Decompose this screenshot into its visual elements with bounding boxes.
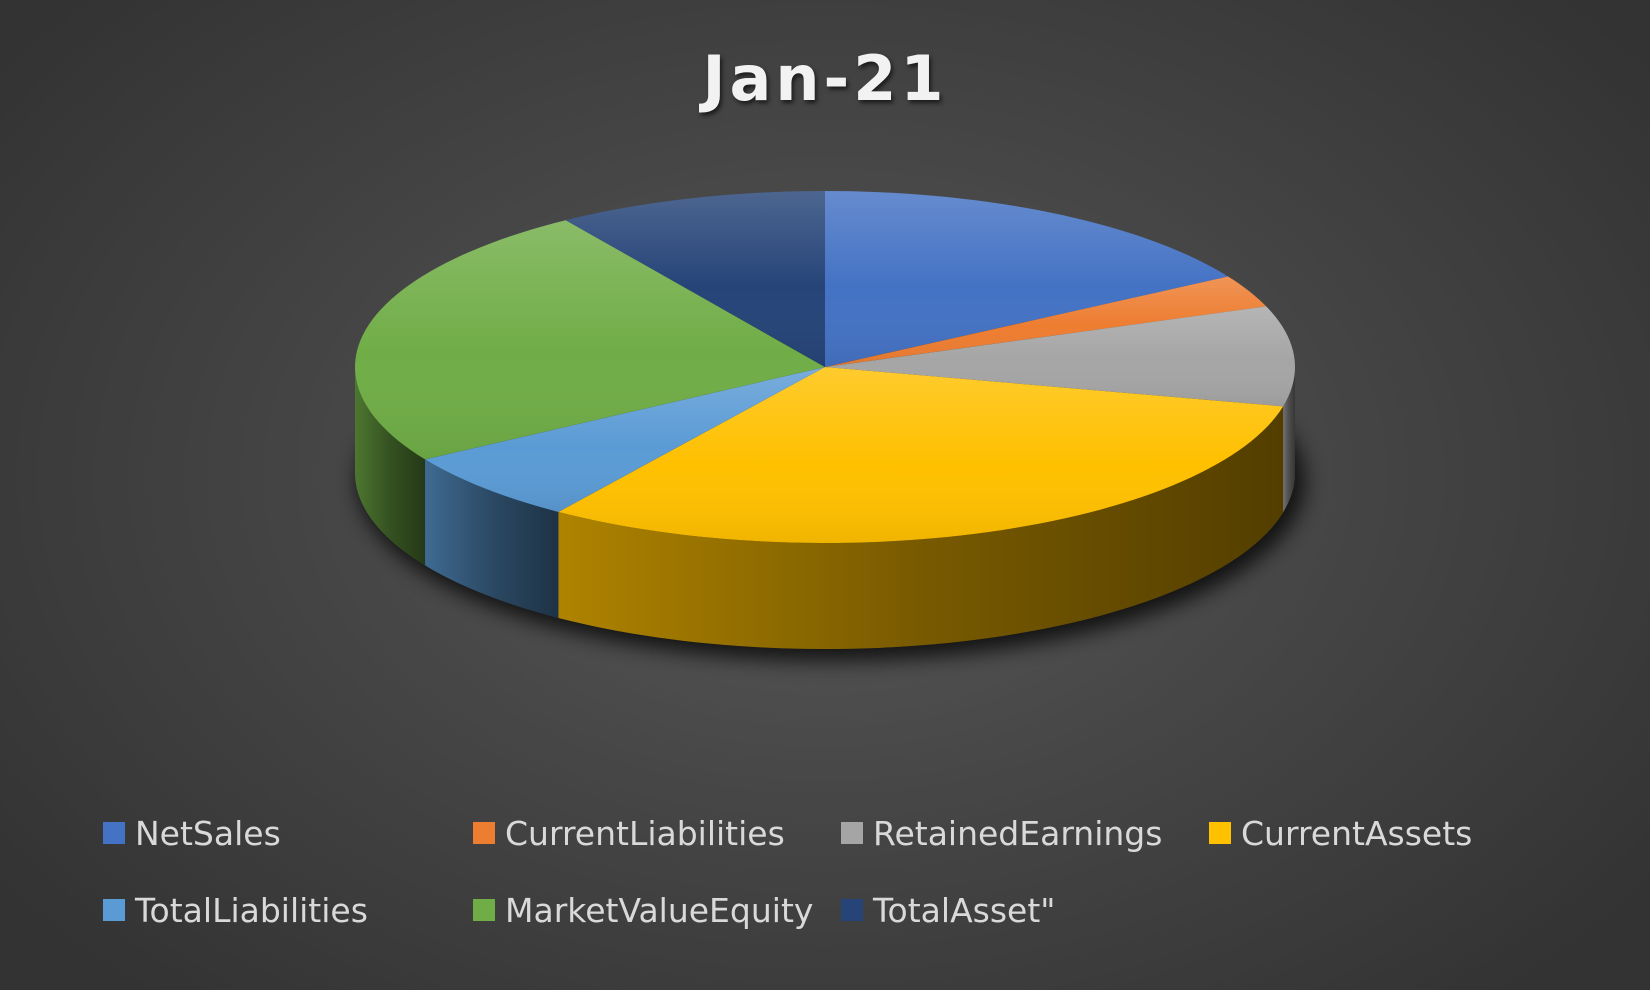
pie-side-currentassets — [558, 406, 1284, 649]
pie-slice-marketvalueequity — [355, 220, 825, 460]
pie-slice-totalasset — [565, 191, 825, 367]
pie-side-totalliabilities — [425, 459, 559, 618]
pie-slice-retainedearnings — [825, 306, 1295, 407]
pie-slice-totalliabilities — [425, 367, 825, 512]
pie-slice-currentassets — [558, 367, 1284, 543]
pie-side-marketvalueequity — [355, 367, 426, 566]
pie-slice-netsales — [825, 191, 1229, 367]
pie-slice-currentliabilities — [825, 276, 1267, 367]
chart-title: Jan-21 — [702, 42, 948, 115]
pie-side-retainedearnings — [1283, 367, 1295, 513]
